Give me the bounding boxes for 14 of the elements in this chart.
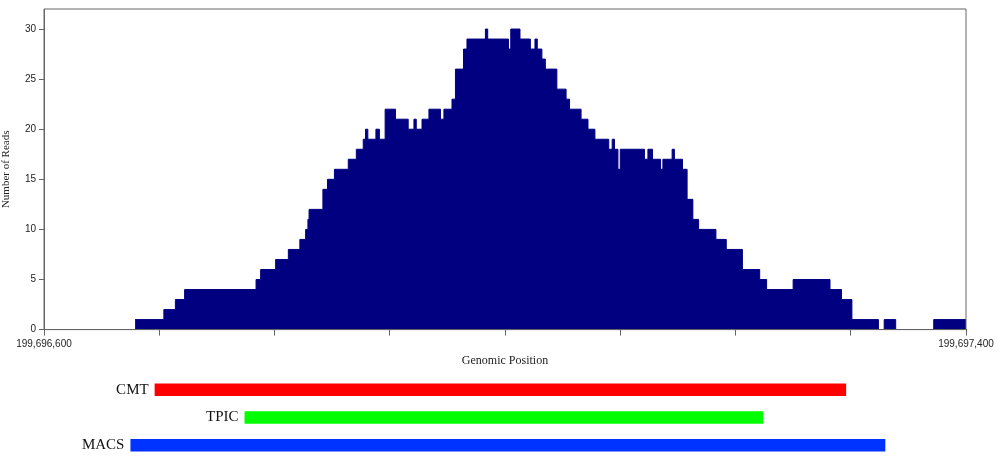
y-tick-label: CMT xyxy=(116,380,149,397)
y-tick-label: 20 xyxy=(24,122,37,134)
y-tick-label: 10 xyxy=(24,223,37,235)
y-tick-label: TPIC xyxy=(206,408,239,425)
y-tick-label: 5 xyxy=(30,273,37,285)
y-tick-label: 15 xyxy=(24,173,37,185)
y-tick-label: 30 xyxy=(24,22,37,34)
y-tick-label: MACS xyxy=(81,436,125,453)
y-axis-title: Number of Reads xyxy=(0,130,12,209)
x-tick-label: 199,696,600 xyxy=(16,338,73,350)
y-tick-label: 25 xyxy=(24,72,37,84)
y-tick-label: 0 xyxy=(30,323,37,335)
x-tick-label: 199,697,400 xyxy=(938,338,995,350)
x-axis-title: Genomic Position xyxy=(461,352,549,367)
